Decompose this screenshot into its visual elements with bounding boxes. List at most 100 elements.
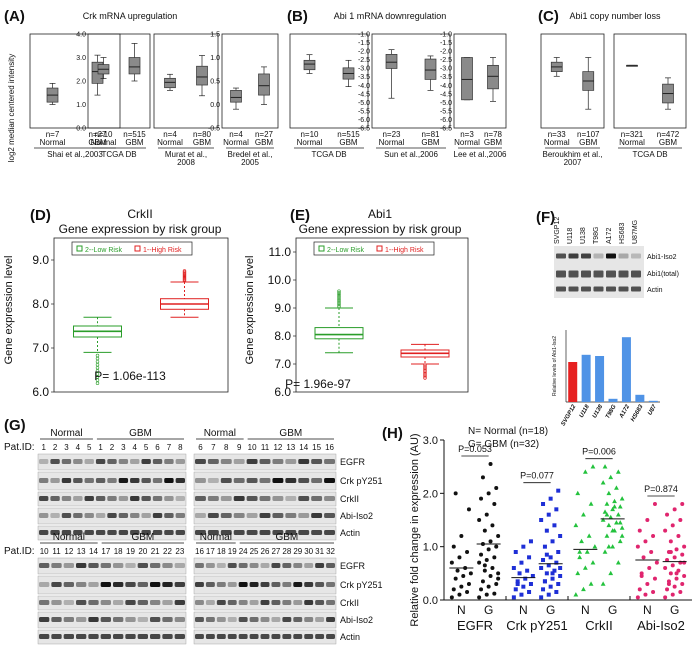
panel-g-band: [271, 582, 281, 587]
panel-h-point: [486, 547, 491, 552]
panel-f-band: [556, 286, 566, 292]
panel-d-outlier-point: [182, 274, 187, 279]
panel-h-point: [614, 485, 619, 490]
panel-a-group-label: GBM: [193, 138, 212, 147]
panel-g-band: [100, 600, 111, 605]
panel-b-tick-label: -3.5: [358, 74, 370, 81]
panel-h-point: [468, 571, 473, 576]
panel-g-band: [324, 530, 335, 535]
panel-e-outlier-point: [337, 304, 341, 309]
panel-b-group-label: GBM: [339, 138, 358, 147]
panel-h-point: [615, 469, 621, 474]
panel-g-band: [95, 478, 106, 483]
panel-d-pvalue: P= 1.06e-113: [94, 369, 166, 383]
panel-a-tick-label: 3.0: [76, 55, 86, 62]
panel-h-point: [465, 550, 470, 554]
panel-g-band: [84, 496, 94, 501]
panel-g-band: [51, 582, 62, 587]
panel-g-band: [73, 496, 83, 501]
panel-g-band: [63, 634, 74, 639]
panel-g-band: [125, 634, 136, 639]
panel-f-category-label: HS683: [630, 403, 645, 422]
panel-d-legend-label: 1--High Risk: [143, 247, 182, 254]
panel-h-xtick-label: N: [519, 603, 528, 617]
panel-g-band: [76, 582, 87, 587]
panel-g-band: [304, 582, 314, 587]
panel-h-point: [590, 464, 596, 469]
panel-g-band: [260, 617, 270, 622]
panel-b-box: [461, 57, 473, 101]
panel-a-subplot-frame: [221, 33, 279, 129]
panel-h-point: [480, 475, 485, 480]
panel-h-point: [544, 571, 549, 576]
panel-h-point: [663, 528, 668, 533]
panel-h-point: [519, 592, 524, 597]
panel-f-lane-label: T98G: [593, 226, 600, 244]
panel-g-band: [272, 496, 284, 501]
panel-g-band: [259, 530, 271, 535]
panel-h-pvalue: P=0.006: [582, 447, 616, 457]
panel-f-band: [618, 253, 629, 259]
panel-g-band: [174, 634, 185, 639]
panel-g-band: [285, 530, 297, 535]
panel-g-band: [207, 459, 219, 464]
panel-h-point: [654, 560, 659, 565]
panel-g-patient-id: 22: [163, 547, 172, 556]
panel-a-box: [128, 57, 141, 75]
panel-h-point: [511, 566, 516, 570]
panel-h-point: [619, 525, 625, 530]
panel-g-band: [220, 513, 232, 518]
panel-d-outlier-point: [95, 353, 100, 358]
panel-f-band: [593, 270, 604, 278]
panel-h-point: [539, 595, 544, 600]
panel-g-normal-label: Normal: [50, 428, 82, 439]
panel-b-group-label: Normal: [379, 138, 405, 147]
panel-b-tick-label: -1.5: [358, 40, 370, 47]
panel-g-blot-strip: [37, 611, 187, 629]
panel-a-subplot-frame: [87, 33, 151, 129]
panel-h-point: [663, 566, 668, 570]
panel-g-band: [259, 478, 271, 483]
panel-g-band: [118, 496, 129, 501]
panel-g-band: [51, 563, 62, 568]
panel-h-point: [680, 552, 685, 557]
panel-g-row-label: Actin: [340, 528, 360, 538]
panel-g-band: [130, 513, 140, 518]
panel-h-point: [490, 523, 495, 528]
panel-b-tick-label: -2.0: [440, 49, 452, 56]
panel-h-legend-gbm: G= GBM (n=32): [468, 439, 539, 450]
panel-g-gbm-label: GBM: [131, 532, 154, 543]
panel-f-category-label: U87: [647, 403, 658, 416]
panel-h-point: [492, 555, 497, 560]
panel-d-outlier-point: [182, 272, 187, 276]
panel-b-title: Abi 1 mRNA downregulation: [334, 11, 447, 21]
panel-g-band: [233, 459, 245, 464]
panel-h-point: [554, 507, 559, 512]
panel-g-band: [88, 563, 99, 568]
panel-h-point: [651, 534, 656, 538]
panel-e-outlier-point: [337, 297, 341, 302]
panel-g-band: [63, 600, 74, 605]
panel-h-point: [606, 490, 612, 496]
panel-g-band: [76, 634, 87, 639]
panel-h-point: [608, 474, 614, 480]
panel-g-band: [285, 496, 297, 501]
panel-g-band: [315, 617, 325, 622]
panel-f-band: [581, 286, 591, 292]
panel-a-n-label: n=10: [94, 130, 113, 139]
panel-g-band: [50, 459, 60, 464]
panel-e-tick-label: 8.0: [274, 329, 291, 343]
panel-b-source-label: TCGA DB: [311, 150, 346, 159]
panel-h-point: [528, 582, 533, 586]
panel-a-group-label: Normal: [91, 138, 117, 147]
panel-h-point: [490, 566, 495, 570]
panel-h-point: [515, 579, 520, 584]
panel-g-band: [238, 600, 248, 605]
panel-g-band: [130, 478, 140, 483]
panel-h-label: (H): [382, 425, 403, 442]
panel-b-tick-label: -5.0: [358, 100, 370, 107]
panel-g-band: [162, 600, 173, 605]
panel-b-tick-label: -2.5: [440, 57, 452, 64]
panel-g-band: [174, 600, 185, 605]
